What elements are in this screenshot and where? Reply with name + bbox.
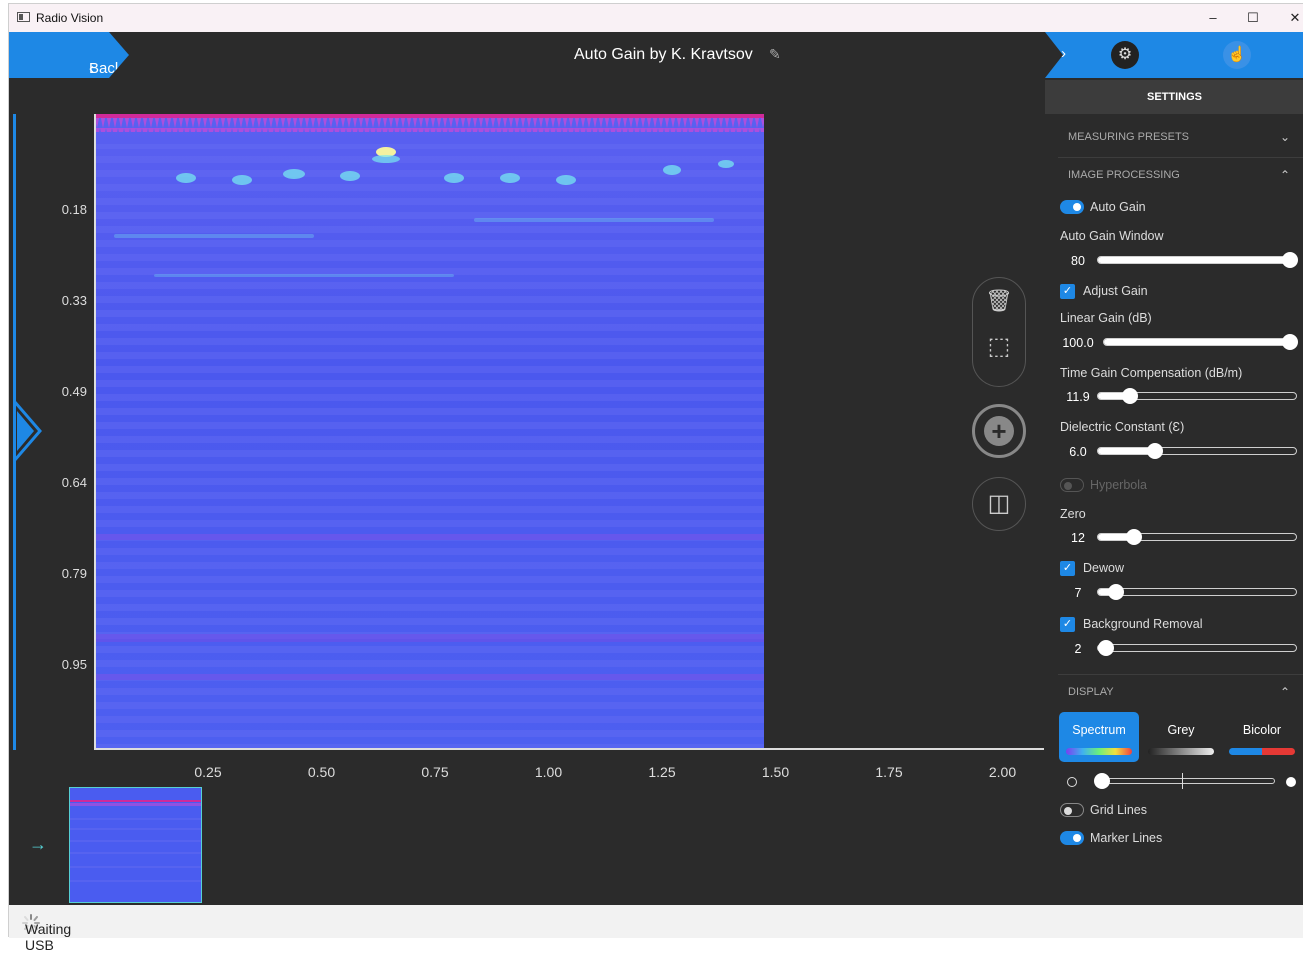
zero-value: 12	[1071, 531, 1085, 545]
status-bar: Waiting USB	[9, 905, 1303, 953]
background-removal-label: Background Removal	[1083, 617, 1203, 631]
contrast-min-icon	[1067, 777, 1077, 787]
linear-gain-label: Linear Gain (dB)	[1060, 311, 1152, 325]
dewow-label: Dewow	[1083, 561, 1124, 575]
arrow-right-icon: →	[29, 834, 47, 854]
background-removal-slider[interactable]	[1097, 640, 1297, 656]
y-tick-label: 0.18	[61, 202, 87, 217]
auto-gain-label: Auto Gain	[1090, 200, 1146, 214]
title-bar: Radio Vision – ☐ ✕	[9, 4, 1303, 32]
display-mode-grey[interactable]: Grey	[1141, 712, 1221, 762]
auto-gain-toggle[interactable]	[1060, 200, 1084, 214]
maximize-button[interactable]: ☐	[1247, 10, 1259, 25]
time-gain-label: Time Gain Compensation (dB/m)	[1060, 366, 1243, 380]
zero-label: Zero	[1060, 507, 1086, 521]
hyperbola-label: Hyperbola	[1090, 478, 1147, 492]
grid-lines-toggle[interactable]	[1060, 803, 1084, 817]
background-removal-value: 2	[1074, 642, 1082, 656]
time-gain-slider[interactable]	[1097, 388, 1297, 404]
background-removal-checkbox[interactable]: ✓	[1060, 617, 1075, 632]
chevron-up-icon: ⌃	[1279, 168, 1290, 182]
y-tick-label: 0.79	[61, 566, 87, 581]
auto-gain-window-value: 80	[1071, 254, 1085, 268]
plus-icon: +	[984, 416, 1014, 446]
depth-rail	[13, 114, 16, 750]
grid-lines-label: Grid Lines	[1090, 803, 1147, 817]
chevron-up-icon: ⌃	[1279, 685, 1290, 699]
x-tick-label: 0.75	[421, 764, 449, 780]
radargram-plot[interactable]	[94, 114, 764, 748]
bicolor-swatch	[1229, 748, 1295, 755]
dielectric-slider[interactable]	[1097, 443, 1297, 459]
close-button[interactable]: ✕	[1289, 10, 1301, 25]
linear-gain-slider[interactable]	[1103, 334, 1298, 350]
auto-gain-window-label: Auto Gain Window	[1060, 229, 1164, 243]
spectrum-swatch	[1066, 748, 1132, 755]
gear-icon[interactable]: ⚙	[1111, 41, 1139, 69]
display-mode-spectrum[interactable]: Spectrum	[1059, 712, 1139, 762]
section-display[interactable]: DISPLAY ⌃	[1058, 674, 1303, 708]
y-tick-label: 0.33	[61, 293, 87, 308]
split-view-button[interactable]: ◫	[972, 477, 1026, 531]
app-window: Radio Vision – ☐ ✕ Back ‹ Auto Gain by K…	[8, 3, 1303, 953]
x-tick-label: 1.25	[648, 764, 676, 780]
settings-panel: SETTINGS MEASURING PRESETS ⌄ IMAGE PROCE…	[1045, 80, 1303, 905]
marker-lines-toggle[interactable]	[1060, 831, 1084, 845]
chevron-down-icon: ⌄	[1279, 130, 1290, 144]
auto-gain-window-slider[interactable]	[1097, 252, 1298, 268]
x-tick-label: 1.00	[534, 764, 563, 780]
adjust-gain-label: Adjust Gain	[1083, 284, 1148, 298]
contrast-slider[interactable]	[1094, 773, 1275, 789]
page-title: Auto Gain by K. Kravtsov	[574, 46, 753, 63]
adjust-gain-checkbox[interactable]: ✓	[1060, 284, 1075, 299]
display-mode-bicolor[interactable]: Bicolor	[1222, 712, 1302, 762]
add-marker-button[interactable]: +	[972, 404, 1026, 458]
edit-tools-group: 🗑 ⬚	[972, 277, 1026, 387]
edit-title-icon[interactable]: ✎	[769, 46, 781, 62]
delete-icon[interactable]: 🗑	[985, 288, 1013, 313]
select-region-icon[interactable]: ⬚	[987, 333, 1011, 360]
linear-gain-value: 100.0	[1062, 336, 1094, 350]
section-image-processing[interactable]: IMAGE PROCESSING ⌃	[1058, 157, 1303, 191]
x-tick-label: 0.50	[307, 764, 336, 780]
dewow-value: 7	[1074, 586, 1082, 600]
contrast-max-icon	[1286, 777, 1296, 787]
dielectric-value: 6.0	[1069, 445, 1087, 459]
contrast-center-mark	[1182, 773, 1183, 789]
x-tick-label: 2.00	[988, 764, 1017, 780]
status-text: Waiting USB	[25, 921, 72, 953]
hyperbola-toggle[interactable]	[1060, 478, 1084, 492]
depth-marker-handle[interactable]	[14, 401, 42, 461]
marker-lines-label: Marker Lines	[1090, 831, 1163, 845]
settings-header: SETTINGS	[1045, 80, 1303, 114]
chevron-right-icon[interactable]: ›	[1061, 45, 1066, 62]
split-icon: ◫	[987, 490, 1011, 517]
x-axis-line	[94, 748, 1044, 750]
section-measuring-presets[interactable]: MEASURING PRESETS ⌄	[1058, 120, 1303, 154]
header-bar: Back ‹ Auto Gain by K. Kravtsov ✎ › ⚙ ☝	[9, 32, 1303, 80]
back-button[interactable]: Back ‹	[9, 32, 129, 78]
back-label: Back	[89, 60, 123, 77]
loading-spinner-icon	[22, 914, 40, 932]
minimize-button[interactable]: –	[1209, 10, 1217, 25]
scan-thumbnail[interactable]	[69, 787, 202, 903]
time-gain-value: 11.9	[1066, 390, 1090, 404]
dielectric-label: Dielectric Constant (Ɛ)	[1060, 420, 1185, 434]
x-tick-label: 0.25	[194, 764, 222, 780]
dewow-slider[interactable]	[1097, 584, 1297, 600]
window-title: Radio Vision	[36, 11, 104, 25]
y-tick-label: 0.95	[61, 657, 87, 672]
grey-swatch	[1148, 748, 1214, 755]
x-tick-label: 1.50	[761, 764, 790, 780]
chevron-left-icon: ‹	[89, 60, 94, 77]
zero-slider[interactable]	[1097, 529, 1297, 545]
y-axis-line	[94, 114, 96, 750]
panel-tabs: › ⚙ ☝	[1045, 32, 1303, 78]
touch-icon[interactable]: ☝	[1223, 41, 1251, 69]
app-icon	[17, 12, 30, 22]
dewow-checkbox[interactable]: ✓	[1060, 561, 1075, 576]
y-tick-label: 0.64	[61, 475, 87, 490]
y-tick-label: 0.49	[61, 384, 87, 399]
x-tick-label: 1.75	[875, 764, 903, 780]
